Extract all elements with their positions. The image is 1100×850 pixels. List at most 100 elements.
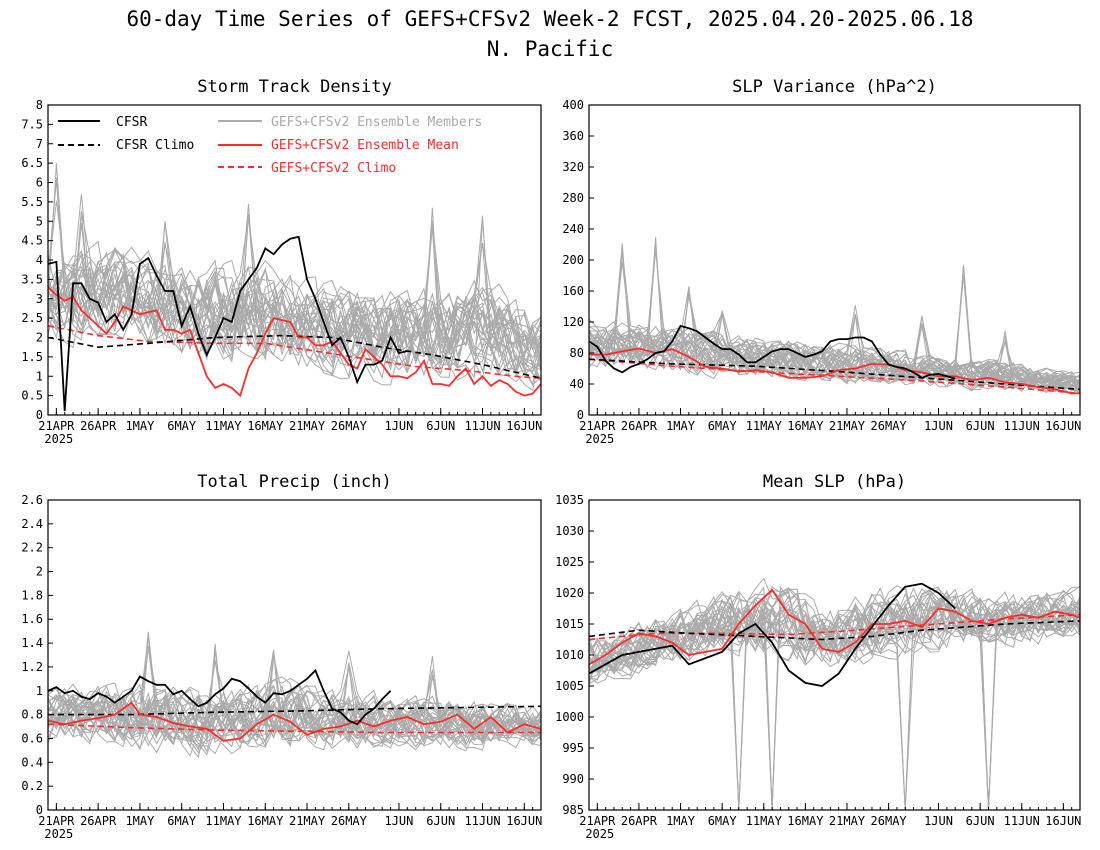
ensemble-members-storm-track-density xyxy=(47,163,542,392)
y-tick-label: 1 xyxy=(36,369,43,383)
series-cfsr xyxy=(47,235,408,412)
x-tick-label: 16MAY xyxy=(247,419,284,433)
y-tick-label: 280 xyxy=(562,191,584,205)
x-year-label: 2025 xyxy=(44,432,73,446)
x-tick-label: 21MAY xyxy=(829,814,866,828)
series-gefs-cfsv2-ensemble-mean xyxy=(47,701,542,742)
x-tick-label: 11MAY xyxy=(205,419,242,433)
x-year-label: 2025 xyxy=(585,432,614,446)
y-tick-label: 2 xyxy=(36,565,43,579)
series-gefs-cfsv2-climo xyxy=(588,613,1081,641)
x-tick-label: 11JUN xyxy=(464,419,500,433)
y-tick-label: 4 xyxy=(36,253,43,267)
y-tick-label: 0 xyxy=(36,803,43,817)
legend-label-ens-mean: GEFS+CFSv2 Ensemble Mean xyxy=(271,138,459,153)
y-tick-label: 990 xyxy=(562,772,584,786)
y-tick-label: 400 xyxy=(562,98,584,112)
ensemble-member-line xyxy=(588,586,1081,677)
x-year-label: 2025 xyxy=(44,827,73,841)
ensemble-members-mean-slp xyxy=(588,577,1081,811)
ensemble-member-line xyxy=(47,251,542,380)
y-tick-label: 7.5 xyxy=(21,117,43,131)
y-tick-label: 360 xyxy=(562,129,584,143)
ensemble-member-line xyxy=(588,591,1081,811)
series-cfsr xyxy=(588,582,956,687)
ensemble-member-line xyxy=(588,338,1081,388)
y-tick-label: 1.5 xyxy=(21,350,43,364)
y-tick-label: 0.8 xyxy=(21,708,43,722)
y-tick-label: 7 xyxy=(36,137,43,151)
ensemble-member-line xyxy=(47,691,542,754)
y-tick-label: 985 xyxy=(562,803,584,817)
x-tick-label: 16MAY xyxy=(787,814,824,828)
y-tick-label: 3.5 xyxy=(21,272,43,286)
ensemble-member-line xyxy=(47,689,542,751)
y-tick-label: 2.2 xyxy=(21,541,43,555)
y-tick-label: 1010 xyxy=(555,648,584,662)
x-tick-label: 11MAY xyxy=(746,419,783,433)
ensemble-member-line xyxy=(588,585,1081,663)
series-cfsr-climo xyxy=(588,358,1081,391)
x-tick-label: 11JUN xyxy=(1004,419,1040,433)
x-tick-label: 21APR xyxy=(579,419,616,433)
y-tick-label: 4.5 xyxy=(21,234,43,248)
ensemble-member-line xyxy=(47,683,542,749)
x-tick-label: 16JUN xyxy=(1045,814,1081,828)
y-tick-label: 6 xyxy=(36,176,43,190)
y-tick-label: 120 xyxy=(562,315,584,329)
x-tick-label: 26MAY xyxy=(871,419,908,433)
panel-mean-slp: Mean SLP (hPa) 985 990 995 1000 1005 1010 1015 1… xyxy=(555,472,1081,841)
y-tick-label: 1.6 xyxy=(21,612,43,626)
series-cfsr-climo xyxy=(47,334,542,379)
y-tick-label: 0.4 xyxy=(21,755,43,769)
series-cfsr-climo xyxy=(588,620,1081,641)
y-tick-label: 2.4 xyxy=(21,517,43,531)
ensemble-member-line xyxy=(47,177,542,379)
x-year-label: 2025 xyxy=(585,827,614,841)
x-tick-label: 21APR xyxy=(38,814,75,828)
legend-label-members: GEFS+CFSv2 Ensemble Members xyxy=(271,115,482,130)
y-tick-label: 80 xyxy=(570,346,584,360)
y-tick-label: 1.2 xyxy=(21,660,43,674)
y-tick-label: 1015 xyxy=(555,617,584,631)
x-tick-label: 1JUN xyxy=(924,814,953,828)
y-tick-label: 3 xyxy=(36,292,43,306)
x-tick-label: 16JUN xyxy=(506,419,542,433)
x-tick-label: 26MAY xyxy=(331,419,368,433)
ensemble-member-line xyxy=(47,248,542,374)
y-tick-label: 995 xyxy=(562,741,584,755)
series-cfsr xyxy=(47,668,392,726)
panel-slp-variance: SLP Variance (hPa^2) 0 40 80 120 160 200 240 280… xyxy=(562,77,1081,446)
x-tick-label: 16MAY xyxy=(247,814,284,828)
ensemble-member-line xyxy=(588,322,1081,387)
x-tick-label: 6MAY xyxy=(167,419,197,433)
x-tick-label: 11MAY xyxy=(746,814,783,828)
y-tick-label: 1025 xyxy=(555,555,584,569)
x-tick-label: 6JUN xyxy=(426,419,455,433)
x-tick-label: 26MAY xyxy=(871,814,908,828)
ensemble-member-line xyxy=(47,266,542,392)
x-tick-label: 21MAY xyxy=(289,419,326,433)
y-tick-label: 5 xyxy=(36,214,43,228)
panel-title-total-precip: Total Precip (inch) xyxy=(197,472,391,492)
ensemble-member-line xyxy=(588,593,1081,675)
panel-title-storm-track-density: Storm Track Density xyxy=(197,77,391,97)
series-gefs-cfsv2-climo xyxy=(47,723,541,734)
figure-title: 60-day Time Series of GEFS+CFSv2 Week-2 … xyxy=(126,7,973,31)
series-gefs-cfsv2-ensemble-mean xyxy=(47,286,542,398)
y-tick-label: 1.4 xyxy=(21,636,43,650)
y-tick-label: 0 xyxy=(36,408,43,422)
ensemble-member-line xyxy=(588,330,1081,391)
y-tick-label: 1 xyxy=(36,684,43,698)
x-tick-label: 16JUN xyxy=(1045,419,1081,433)
y-tick-label: 0 xyxy=(577,408,584,422)
y-tick-label: 8 xyxy=(36,98,43,112)
ensemble-member-line xyxy=(588,590,1081,671)
x-tick-label: 1MAY xyxy=(125,814,155,828)
series-cfsr-climo xyxy=(48,705,542,716)
ensemble-member-line xyxy=(588,237,1081,390)
figure-subtitle-region: N. Pacific xyxy=(487,37,613,61)
panel-title-slp-variance: SLP Variance (hPa^2) xyxy=(732,77,937,97)
x-tick-label: 1MAY xyxy=(125,419,155,433)
